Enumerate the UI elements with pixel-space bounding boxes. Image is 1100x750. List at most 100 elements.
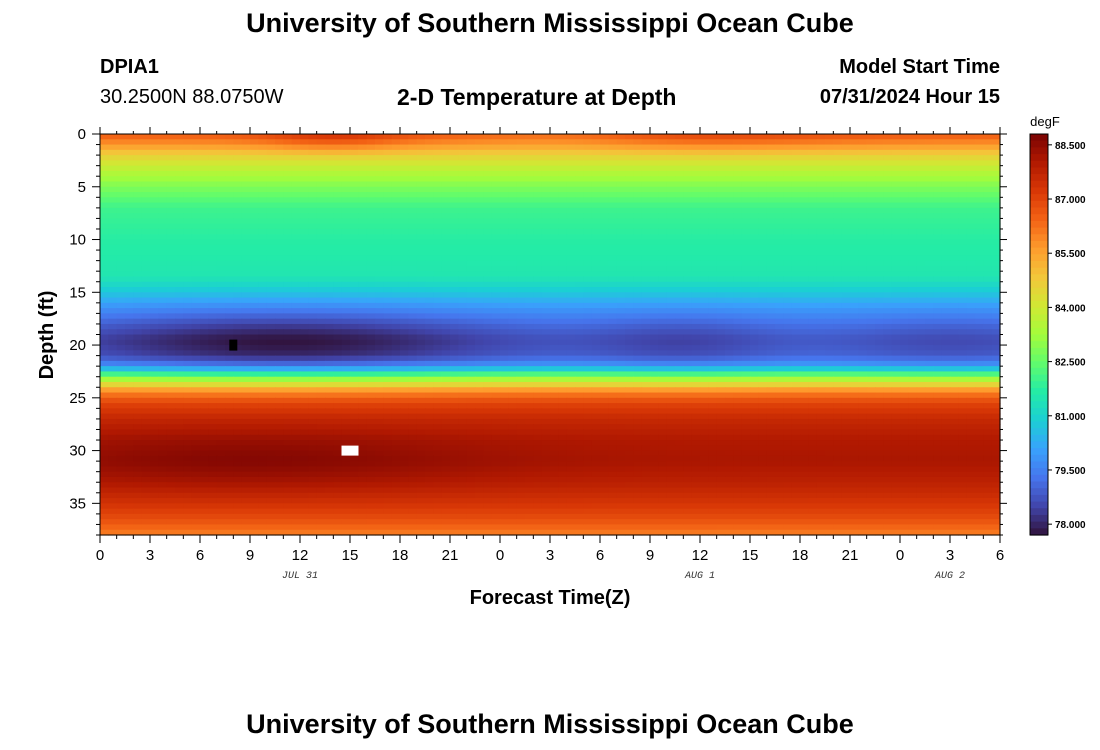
heatmap-cell: [541, 313, 551, 320]
heatmap-cell: [733, 265, 743, 272]
heatmap-cell: [141, 271, 151, 278]
heatmap-cell: [633, 371, 643, 378]
heatmap-cell: [725, 155, 734, 161]
heatmap-cell: [666, 318, 676, 325]
heatmap-cell: [641, 170, 651, 177]
heatmap-cell: [291, 223, 301, 230]
heatmap-cell: [566, 334, 576, 341]
heatmap-cell: [641, 155, 651, 161]
heatmap-cell: [825, 302, 834, 309]
heatmap-cell: [725, 213, 734, 220]
heatmap-cell: [441, 265, 451, 272]
heatmap-cell: [741, 239, 751, 246]
heatmap-cell: [466, 366, 476, 373]
heatmap-cell: [441, 170, 451, 177]
heatmap-cell: [333, 318, 343, 325]
heatmap-cell: [316, 213, 326, 220]
heatmap-cell: [675, 281, 684, 288]
heatmap-cell: [366, 234, 376, 241]
heatmap-cell: [166, 144, 176, 151]
heatmap-cell: [491, 155, 501, 161]
heatmap-cell: [150, 197, 159, 204]
heatmap-cell: [325, 360, 334, 367]
heatmap-cell: [633, 244, 643, 251]
heatmap-cell: [750, 176, 759, 183]
heatmap-cell: [950, 339, 959, 346]
heatmap-cell: [408, 155, 418, 161]
heatmap-cell: [383, 308, 393, 314]
heatmap-cell: [400, 186, 409, 193]
heatmap-cell: [291, 170, 301, 177]
heatmap-cell: [275, 281, 284, 288]
heatmap-cell: [150, 149, 159, 156]
heatmap-cell: [225, 213, 234, 220]
heatmap-cell: [450, 144, 459, 151]
heatmap-cell: [991, 276, 1001, 283]
heatmap-cell: [316, 186, 326, 193]
heatmap-cell: [416, 265, 426, 272]
heatmap-cell: [616, 271, 626, 278]
heatmap-cell: [700, 265, 709, 272]
heatmap-cell: [150, 271, 159, 278]
heatmap-cell: [341, 334, 351, 341]
heatmap-cell: [758, 186, 768, 193]
heatmap-cell: [241, 144, 251, 151]
heatmap-cell: [541, 134, 551, 140]
heatmap-cell: [425, 213, 434, 220]
heatmap-cell: [283, 371, 293, 378]
heatmap-cell: [900, 192, 909, 198]
heatmap-cell: [816, 134, 826, 140]
heatmap-cell: [708, 339, 718, 346]
heatmap-cell: [566, 276, 576, 283]
heatmap-cell: [175, 371, 184, 378]
heatmap-cell: [633, 339, 643, 346]
heatmap-cell: [691, 281, 701, 288]
heatmap-cell: [858, 244, 868, 251]
heatmap-cell: [575, 170, 584, 177]
heatmap-cell: [575, 308, 584, 314]
heatmap-cell: [975, 170, 984, 177]
heatmap-cell: [550, 318, 559, 325]
heatmap-cell: [625, 345, 634, 351]
heatmap-cell: [283, 228, 293, 235]
heatmap-cell: [658, 155, 668, 161]
heatmap-cell: [383, 323, 393, 330]
heatmap-cell: [558, 334, 568, 341]
heatmap-cell: [166, 223, 176, 230]
heatmap-cell: [825, 345, 834, 351]
heatmap-cell: [933, 313, 943, 320]
heatmap-cell: [725, 239, 734, 246]
heatmap-cell: [158, 223, 168, 230]
heatmap-cell: [525, 271, 534, 278]
heatmap-cell: [533, 292, 543, 299]
heatmap-cell: [641, 339, 651, 346]
heatmap-cell: [291, 218, 301, 225]
heatmap-cell: [916, 287, 926, 293]
heatmap-cell: [158, 265, 168, 272]
heatmap-cell: [300, 244, 309, 251]
heatmap-cell: [958, 371, 968, 378]
heatmap-cell: [408, 339, 418, 346]
heatmap-cell: [691, 134, 701, 140]
heatmap-cell: [133, 355, 143, 362]
heatmap-cell: [266, 244, 276, 251]
heatmap-cell: [525, 345, 534, 351]
heatmap-cell: [758, 202, 768, 209]
heatmap-cell: [291, 287, 301, 293]
heatmap-cell: [241, 170, 251, 177]
heatmap-cell: [791, 265, 801, 272]
heatmap-cell: [291, 207, 301, 214]
heatmap-cell: [425, 292, 434, 299]
heatmap-cell: [308, 281, 318, 288]
heatmap-cell: [491, 308, 501, 314]
heatmap-cell: [925, 281, 934, 288]
heatmap-cell: [116, 292, 126, 299]
heatmap-cell: [408, 260, 418, 267]
heatmap-cell: [383, 155, 393, 161]
heatmap-cell: [816, 181, 826, 188]
heatmap-cell: [866, 192, 876, 198]
heatmap-cell: [400, 144, 409, 151]
heatmap-cell: [141, 139, 151, 146]
heatmap-cell: [641, 213, 651, 220]
heatmap-cell: [175, 218, 184, 225]
